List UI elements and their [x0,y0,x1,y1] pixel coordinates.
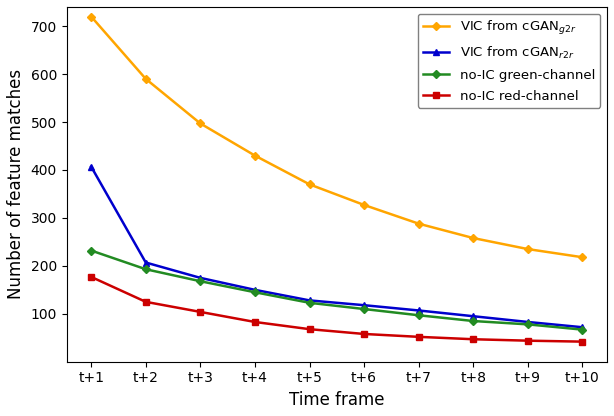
Legend: VIC from cGAN$_{g2r}$, VIC from cGAN$_{r2r}$, no-IC green-channel, no-IC red-cha: VIC from cGAN$_{g2r}$, VIC from cGAN$_{r… [418,14,600,108]
X-axis label: Time frame: Time frame [289,391,384,409]
Y-axis label: Number of feature matches: Number of feature matches [7,69,25,300]
